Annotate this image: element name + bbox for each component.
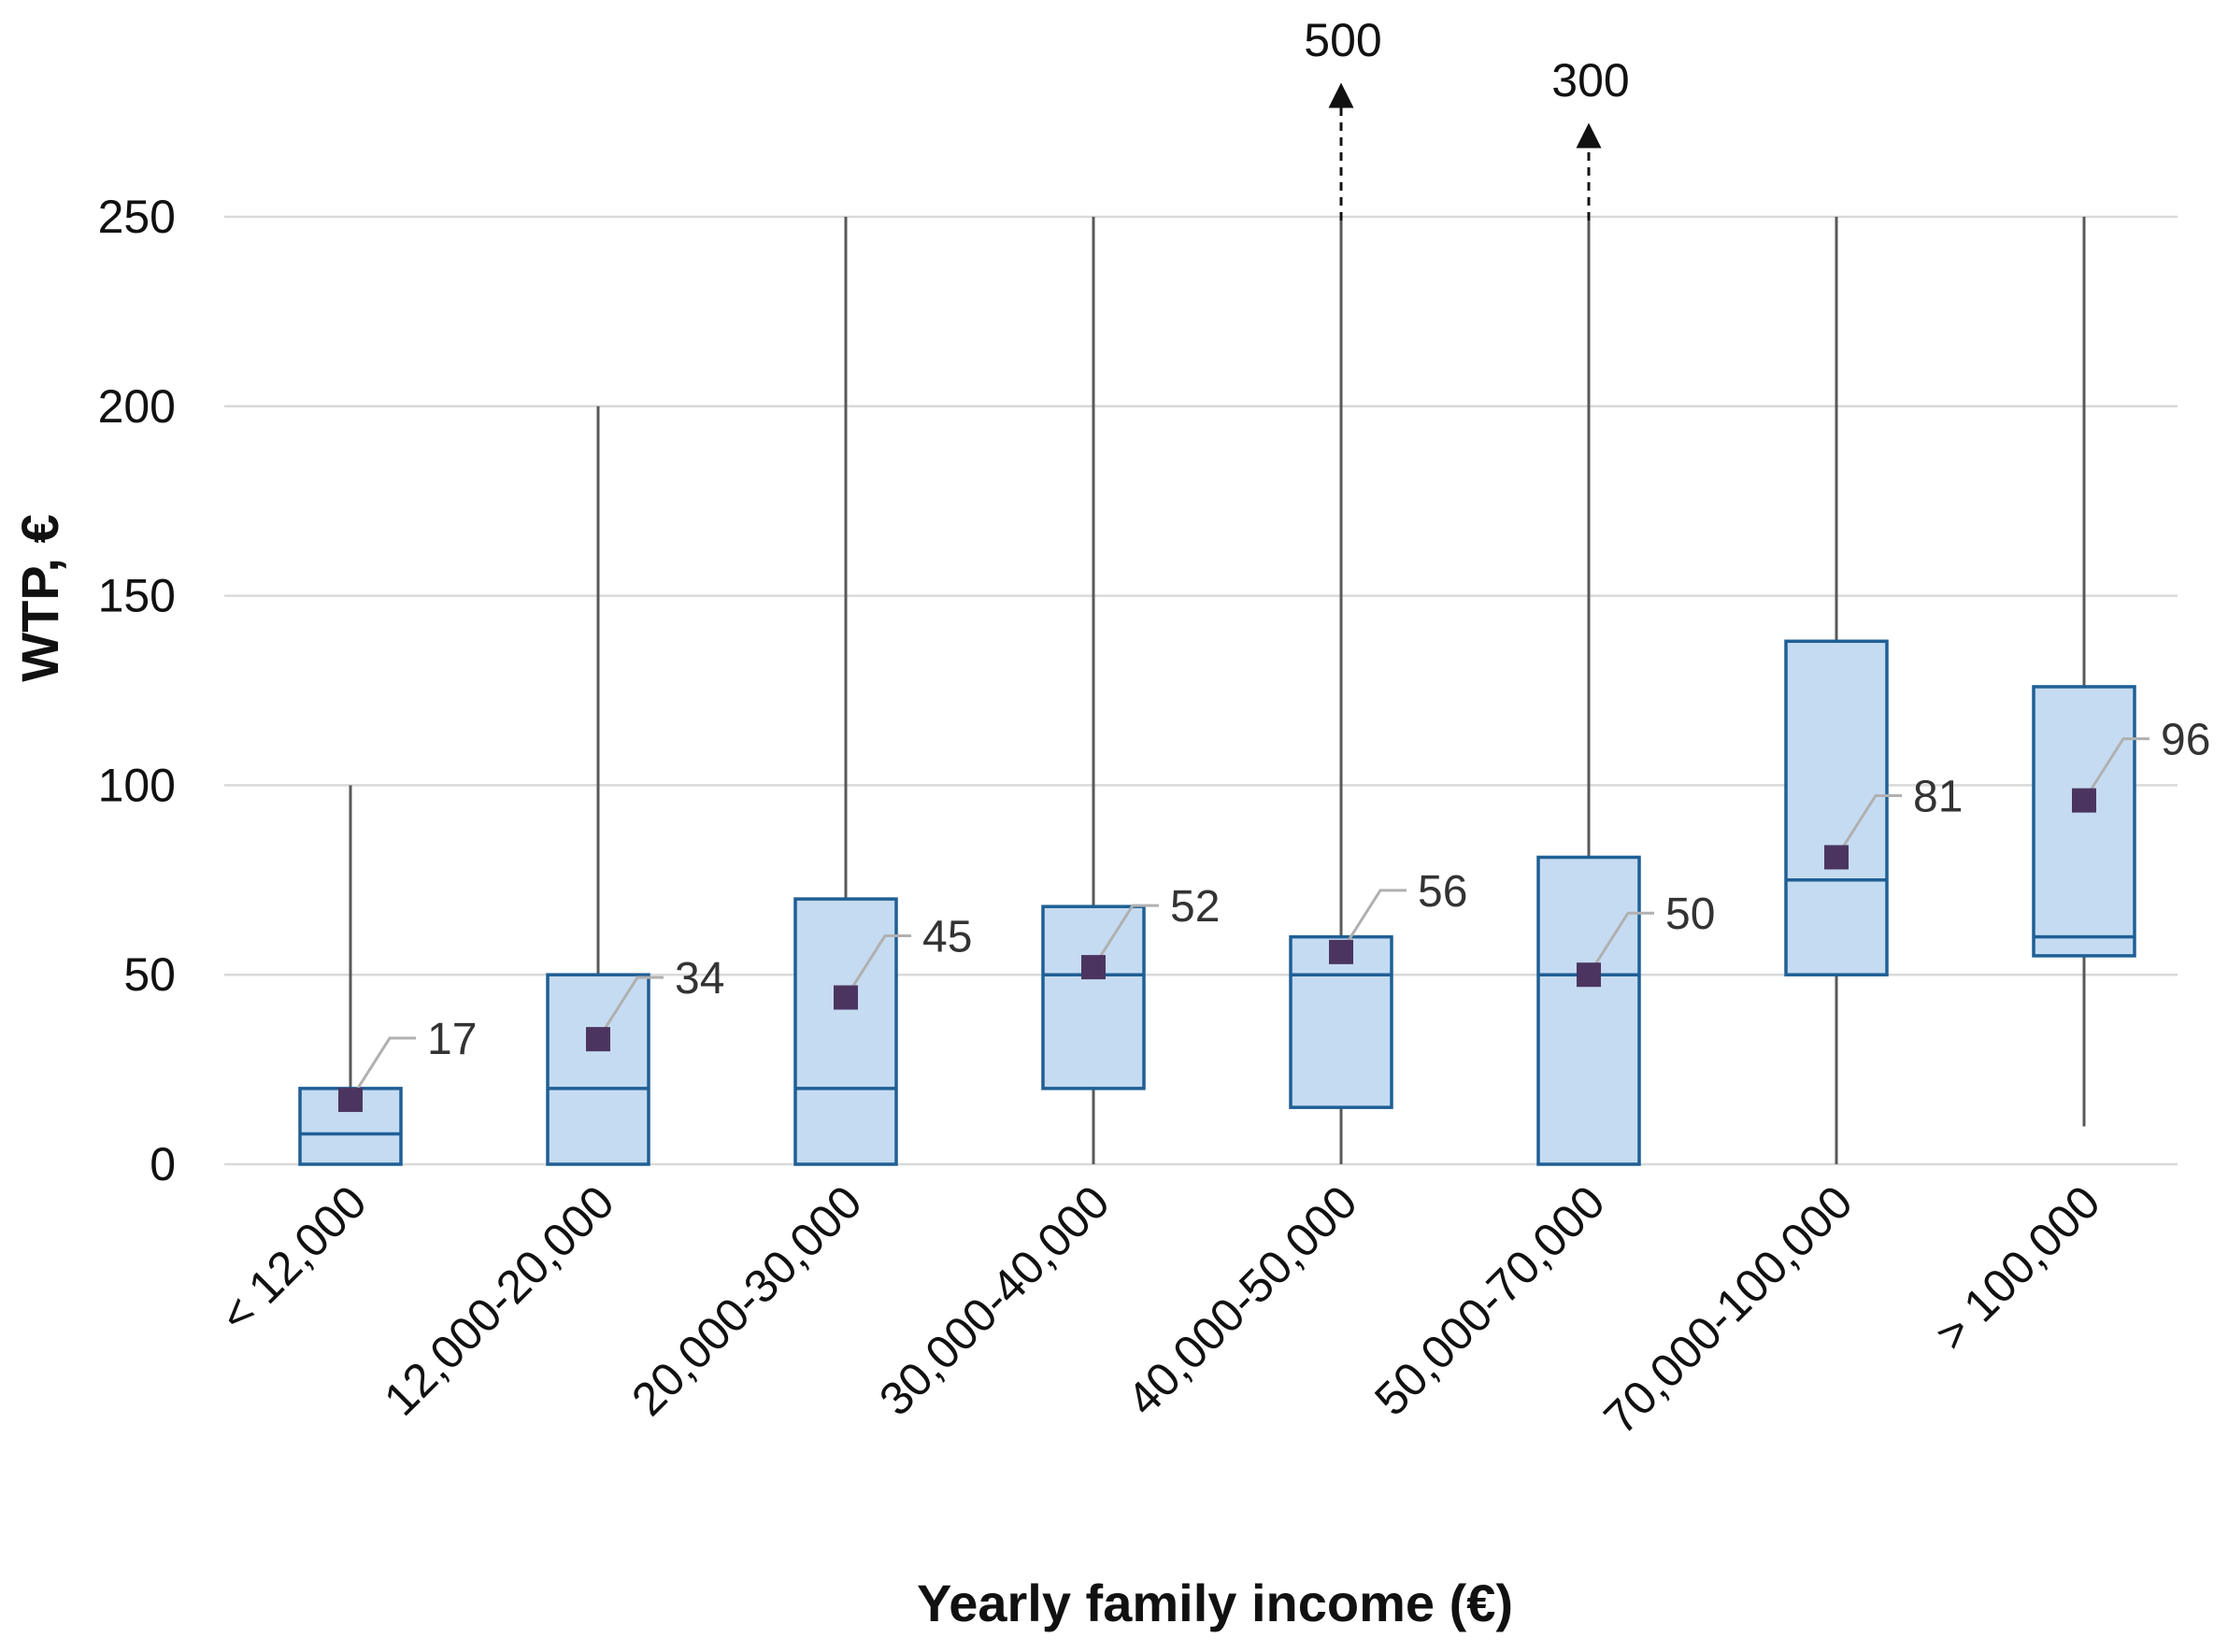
- y-tick-label: 250: [98, 191, 176, 243]
- mean-marker: [2072, 788, 2096, 813]
- overflow-label: 300: [1551, 54, 1629, 107]
- mean-label: 81: [1913, 772, 1963, 821]
- mean-leader-line: [349, 1036, 416, 1101]
- overflow-label: 500: [1304, 14, 1381, 66]
- box: [2032, 685, 2136, 958]
- y-axis-ticks: 0 50 100 150 200 250: [98, 191, 176, 1190]
- x-category-label: 30,000-40,000: [869, 1175, 1120, 1426]
- mean-marker: [1329, 939, 1353, 964]
- mean-marker: [1824, 845, 1849, 870]
- mean-marker: [338, 1088, 363, 1113]
- mean-label: 50: [1665, 890, 1715, 939]
- x-category-label: 40,000-50,000: [1117, 1175, 1367, 1426]
- x-category-label: 20,000-30,000: [621, 1175, 872, 1426]
- mean-label: 45: [922, 913, 972, 962]
- mean-marker: [834, 985, 858, 1010]
- mean-label: 56: [1418, 867, 1467, 917]
- mean-leader-line: [1092, 904, 1159, 968]
- mean-leader-line: [596, 976, 664, 1040]
- y-tick-label: 100: [98, 759, 176, 811]
- x-category-label: 50,000-70,000: [1364, 1175, 1615, 1426]
- y-axis-title: WTP, €: [10, 514, 69, 681]
- mean-leader-line: [844, 934, 911, 999]
- y-tick-label: 200: [98, 380, 176, 433]
- x-category-label: 70,000-100,000: [1593, 1175, 1862, 1444]
- mean-label: 34: [675, 954, 724, 1004]
- x-category-label: > 100,000: [1925, 1175, 2110, 1360]
- box: [1784, 639, 1889, 976]
- mean-label: 17: [427, 1015, 477, 1064]
- mean-leader-line: [1587, 911, 1654, 976]
- mean-leader-line: [1835, 793, 1902, 859]
- mean-label: 52: [1170, 882, 1220, 932]
- mean-marker: [1081, 955, 1106, 980]
- mean-marker: [1577, 962, 1601, 988]
- box: [1289, 934, 1393, 1109]
- y-tick-label: 50: [123, 948, 176, 1001]
- x-axis-title: Yearly family income (€): [917, 1574, 1513, 1632]
- x-category-label: < 12,000: [210, 1175, 377, 1342]
- x-axis-categories: < 12,00012,000-20,00020,000-30,00030,000…: [210, 1175, 2110, 1444]
- box: [1041, 904, 1146, 1090]
- box: [793, 897, 898, 1166]
- y-tick-label: 0: [150, 1138, 176, 1190]
- mean-label: 96: [2161, 716, 2210, 765]
- mean-markers: 17 34 45 52 56 50 81 96: [338, 716, 2210, 1113]
- y-tick-label: 150: [98, 570, 176, 622]
- x-category-label: 12,000-20,000: [374, 1175, 624, 1426]
- mean-leader-line: [2082, 737, 2149, 802]
- overflow-indicators: 500 300: [1304, 14, 1630, 221]
- mean-leader-line: [1339, 889, 1407, 953]
- box: [1536, 855, 1641, 1166]
- mean-marker: [586, 1027, 610, 1052]
- box: [546, 973, 650, 1166]
- box-series: [298, 217, 2136, 1166]
